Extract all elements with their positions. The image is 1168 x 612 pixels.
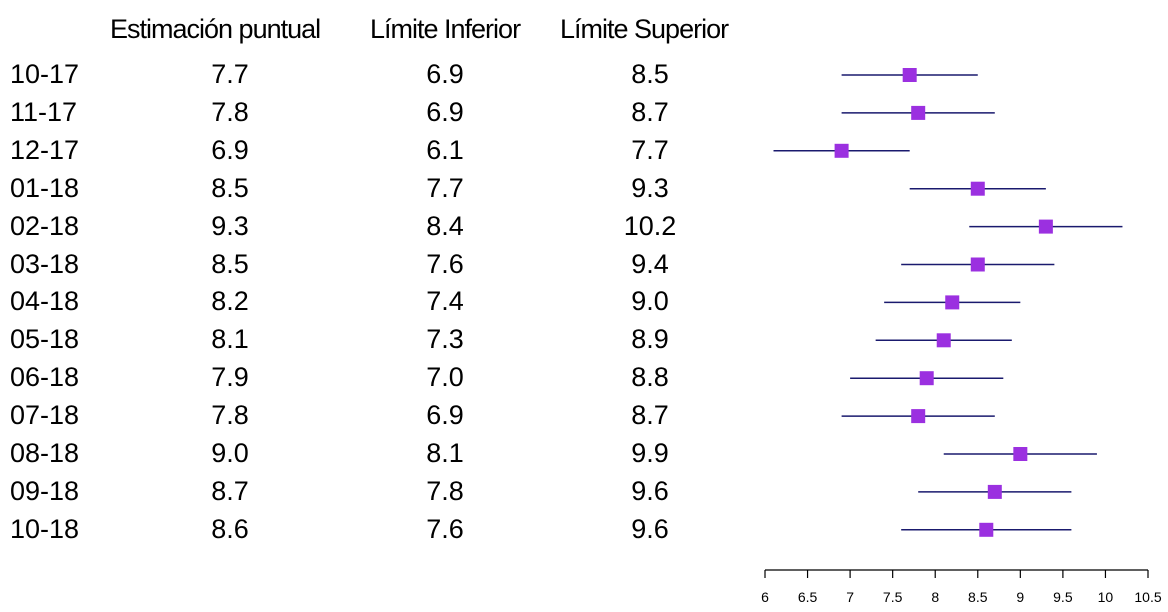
cell-lower: 6.9 bbox=[426, 400, 464, 431]
row-label: 04-18 bbox=[10, 286, 80, 317]
cell-estimate: 8.1 bbox=[211, 324, 249, 355]
cell-lower: 8.4 bbox=[426, 210, 464, 241]
header-estimate: Estimación puntual bbox=[110, 14, 321, 44]
cell-lower: 7.7 bbox=[426, 172, 464, 203]
row-label: 06-18 bbox=[10, 362, 80, 393]
cell-upper: 9.9 bbox=[631, 438, 669, 468]
row-label: 05-18 bbox=[10, 324, 80, 355]
x-tick-label: 9 bbox=[1016, 589, 1024, 605]
cell-upper: 9.0 bbox=[631, 286, 669, 317]
cell-upper: 8.7 bbox=[631, 400, 669, 431]
cell-estimate: 8.5 bbox=[211, 248, 249, 279]
row-label: 08-18 bbox=[10, 438, 80, 468]
point-estimate-marker bbox=[936, 333, 951, 348]
x-tick-label: 6.5 bbox=[798, 589, 818, 605]
cell-upper: 8.7 bbox=[631, 96, 669, 127]
row-label: 09-18 bbox=[10, 475, 80, 506]
cell-estimate: 7.7 bbox=[211, 59, 249, 89]
cell-lower: 6.9 bbox=[426, 59, 464, 89]
cell-estimate: 9.3 bbox=[211, 210, 249, 241]
cell-upper: 10.2 bbox=[623, 210, 677, 241]
cell-lower: 7.6 bbox=[426, 513, 464, 544]
x-tick-label: 10.5 bbox=[1134, 589, 1161, 605]
point-estimate-marker bbox=[902, 68, 917, 82]
row-label: 01-18 bbox=[10, 172, 80, 203]
cell-upper: 9.6 bbox=[631, 475, 669, 506]
x-tick-label: 7.5 bbox=[883, 589, 903, 605]
cell-lower: 8.1 bbox=[426, 438, 464, 468]
cell-lower: 7.0 bbox=[426, 362, 464, 393]
cell-estimate: 6.9 bbox=[211, 134, 249, 165]
row-label: 07-18 bbox=[10, 400, 80, 431]
cell-estimate: 8.5 bbox=[211, 172, 249, 203]
cell-upper: 9.4 bbox=[631, 248, 669, 279]
x-tick-label: 9.5 bbox=[1053, 589, 1073, 605]
x-tick-label: 6 bbox=[761, 589, 769, 605]
x-tick-label: 7 bbox=[846, 589, 854, 605]
cell-estimate: 8.6 bbox=[211, 513, 249, 544]
point-estimate-marker bbox=[919, 371, 934, 386]
x-tick-label: 8 bbox=[931, 589, 939, 605]
row-label: 11-17 bbox=[10, 96, 78, 127]
cell-estimate: 9.0 bbox=[211, 438, 249, 468]
cell-lower: 6.1 bbox=[426, 134, 464, 165]
cell-upper: 7.7 bbox=[631, 134, 669, 165]
row-label: 12-17 bbox=[10, 134, 80, 165]
point-estimate-marker bbox=[1013, 447, 1028, 461]
cell-upper: 8.8 bbox=[631, 362, 669, 393]
point-estimate-marker bbox=[970, 257, 985, 272]
point-estimate-marker bbox=[1038, 219, 1053, 234]
header-lower: Límite Inferior bbox=[370, 14, 521, 44]
row-label: 10-17 bbox=[10, 59, 80, 89]
point-estimate-marker bbox=[834, 143, 849, 158]
row-label: 03-18 bbox=[10, 248, 80, 279]
header-upper: Límite Superior bbox=[560, 14, 729, 44]
row-label: 02-18 bbox=[10, 210, 80, 241]
point-estimate-marker bbox=[987, 484, 1002, 499]
cell-lower: 7.4 bbox=[426, 286, 464, 317]
cell-lower: 6.9 bbox=[426, 96, 464, 127]
point-estimate-marker bbox=[945, 295, 960, 310]
cell-lower: 7.6 bbox=[426, 248, 464, 279]
cell-lower: 7.3 bbox=[426, 324, 464, 355]
point-estimate-marker bbox=[970, 181, 985, 196]
cell-estimate: 7.9 bbox=[211, 362, 249, 393]
point-estimate-marker bbox=[911, 105, 926, 120]
cell-estimate: 8.2 bbox=[211, 286, 249, 317]
row-label: 10-18 bbox=[10, 513, 80, 544]
cell-lower: 7.8 bbox=[426, 475, 464, 506]
x-tick-label: 10 bbox=[1098, 589, 1114, 605]
point-estimate-marker bbox=[911, 409, 926, 424]
cell-upper: 9.6 bbox=[631, 513, 669, 544]
cell-upper: 9.3 bbox=[631, 172, 669, 203]
cell-estimate: 7.8 bbox=[211, 400, 249, 431]
x-tick-label: 8.5 bbox=[968, 589, 988, 605]
cell-upper: 8.5 bbox=[631, 59, 669, 89]
point-estimate-marker bbox=[979, 522, 994, 537]
cell-estimate: 7.8 bbox=[211, 96, 249, 127]
cell-estimate: 8.7 bbox=[211, 475, 249, 506]
cell-upper: 8.9 bbox=[631, 324, 669, 355]
